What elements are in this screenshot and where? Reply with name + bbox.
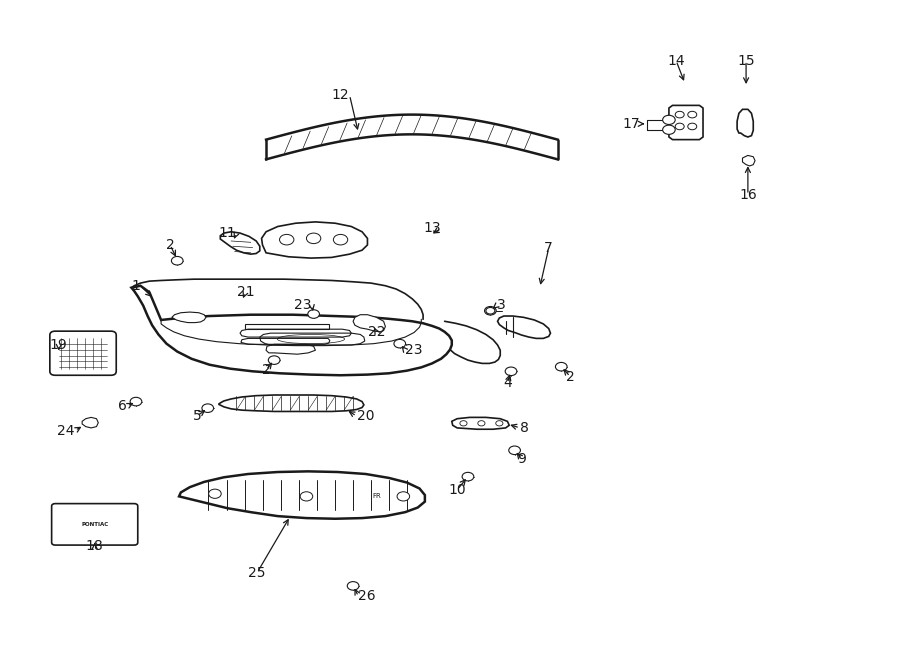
- Text: 11: 11: [219, 226, 237, 240]
- FancyBboxPatch shape: [50, 331, 116, 375]
- Polygon shape: [498, 316, 551, 338]
- Circle shape: [462, 473, 473, 481]
- Circle shape: [508, 446, 520, 455]
- Text: 2: 2: [566, 369, 574, 383]
- Circle shape: [306, 233, 320, 244]
- Text: 20: 20: [356, 409, 374, 423]
- Text: 14: 14: [667, 54, 685, 67]
- Circle shape: [662, 115, 675, 124]
- Text: 4: 4: [503, 376, 512, 390]
- Circle shape: [301, 492, 312, 501]
- Text: 18: 18: [86, 539, 104, 553]
- Polygon shape: [219, 395, 364, 411]
- Text: 26: 26: [358, 590, 376, 603]
- Polygon shape: [737, 109, 753, 137]
- Circle shape: [202, 404, 213, 412]
- Text: 21: 21: [237, 286, 254, 299]
- Text: 19: 19: [50, 338, 68, 352]
- Text: 3: 3: [497, 299, 506, 313]
- Text: 5: 5: [193, 409, 202, 423]
- Text: 25: 25: [248, 566, 266, 580]
- Polygon shape: [82, 417, 98, 428]
- Circle shape: [333, 235, 347, 245]
- Circle shape: [308, 310, 320, 319]
- Polygon shape: [172, 312, 206, 323]
- Text: 6: 6: [118, 399, 127, 413]
- Circle shape: [397, 492, 410, 501]
- Text: 1: 1: [131, 279, 140, 293]
- Text: 16: 16: [739, 188, 757, 202]
- Text: 10: 10: [448, 483, 466, 497]
- FancyBboxPatch shape: [51, 504, 138, 545]
- Text: 2: 2: [262, 363, 270, 377]
- Circle shape: [505, 367, 517, 375]
- Circle shape: [394, 339, 406, 348]
- Circle shape: [662, 125, 675, 134]
- Polygon shape: [742, 155, 755, 166]
- Circle shape: [555, 362, 567, 371]
- Circle shape: [130, 397, 142, 406]
- Text: 2: 2: [166, 238, 175, 252]
- Circle shape: [268, 356, 280, 364]
- Polygon shape: [353, 315, 385, 332]
- Text: 13: 13: [423, 221, 441, 235]
- Text: 23: 23: [294, 299, 311, 313]
- Text: 7: 7: [544, 241, 554, 255]
- Circle shape: [347, 582, 359, 590]
- Text: 15: 15: [737, 54, 755, 67]
- Polygon shape: [179, 471, 425, 519]
- Polygon shape: [669, 105, 703, 139]
- Text: 12: 12: [332, 88, 349, 102]
- Circle shape: [486, 307, 495, 314]
- Circle shape: [280, 235, 294, 245]
- Text: 24: 24: [58, 424, 75, 438]
- Text: PONTIAC: PONTIAC: [81, 522, 108, 527]
- Text: 22: 22: [368, 325, 385, 339]
- Text: 17: 17: [623, 117, 640, 131]
- Circle shape: [209, 489, 221, 498]
- Polygon shape: [220, 232, 260, 254]
- Polygon shape: [452, 417, 509, 429]
- Text: 9: 9: [518, 452, 526, 466]
- Circle shape: [171, 256, 183, 265]
- Polygon shape: [262, 222, 367, 258]
- Text: 8: 8: [520, 421, 529, 435]
- Circle shape: [484, 307, 496, 315]
- Polygon shape: [131, 286, 452, 375]
- Text: 23: 23: [405, 343, 423, 357]
- Text: FR: FR: [372, 493, 381, 499]
